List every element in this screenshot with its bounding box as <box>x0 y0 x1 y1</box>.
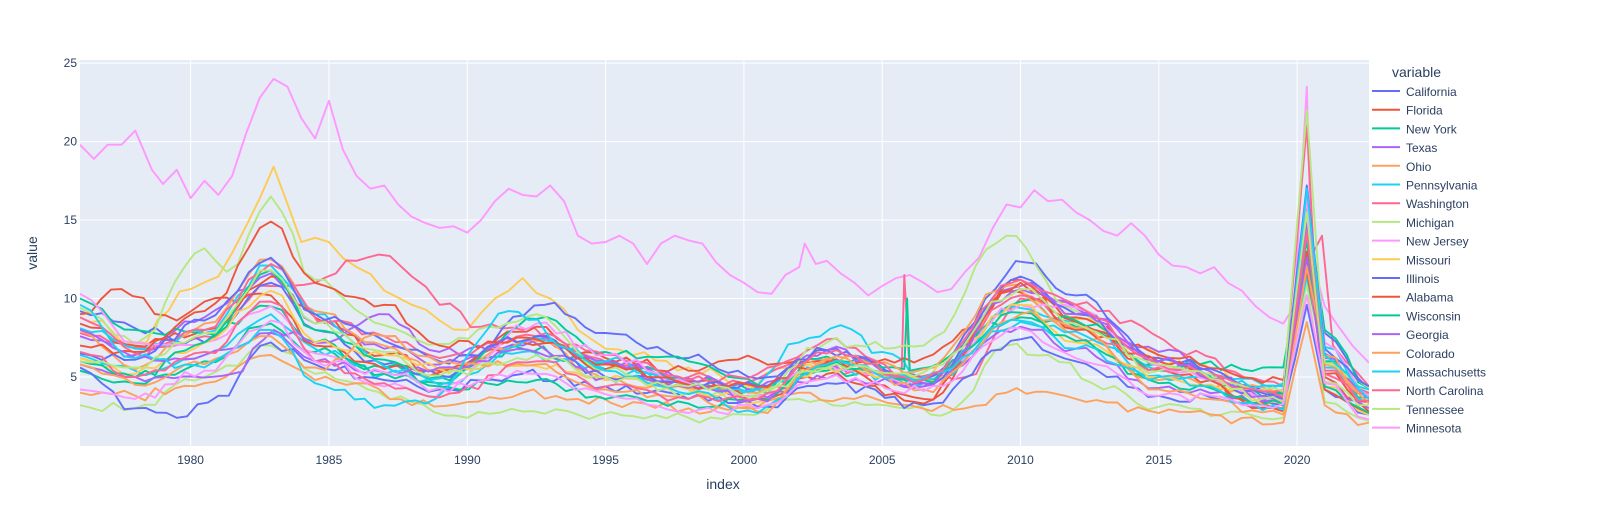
x-tick-label: 1995 <box>592 453 619 467</box>
legend-label: Massachusetts <box>1406 366 1486 380</box>
legend-label: North Carolina <box>1406 384 1484 398</box>
y-axis-title: value <box>24 236 40 270</box>
legend-label: New York <box>1406 122 1458 136</box>
legend-item-texas[interactable]: Texas <box>1372 141 1437 155</box>
y-tick-label: 10 <box>64 292 78 306</box>
x-axis-title: index <box>706 476 739 492</box>
series-line-tennessee[interactable] <box>80 211 1369 407</box>
legend-label: Georgia <box>1406 328 1449 342</box>
series-line-unlisted <box>80 281 1369 424</box>
legend-item-florida[interactable]: Florida <box>1372 104 1443 118</box>
legend-item-tennessee[interactable]: Tennessee <box>1372 403 1464 417</box>
x-tick-label: 2010 <box>1007 453 1034 467</box>
x-tick-label: 2020 <box>1284 453 1311 467</box>
legend-label: Alabama <box>1406 291 1454 305</box>
y-tick-label: 5 <box>70 370 77 384</box>
series-line-north-carolina[interactable] <box>80 231 1369 403</box>
legend-item-ohio[interactable]: Ohio <box>1372 160 1432 174</box>
legend-item-wisconsin[interactable]: Wisconsin <box>1372 309 1461 323</box>
legend-label: Minnesota <box>1406 422 1462 436</box>
legend-label: California <box>1406 85 1457 99</box>
legend: variable California Florida New York Texas O… <box>1372 64 1486 436</box>
legend-item-pennsylvania[interactable]: Pennsylvania <box>1372 179 1478 193</box>
legend-label: Illinois <box>1406 272 1439 286</box>
series-line-unlisted <box>80 77 1369 364</box>
x-tick-label: 1980 <box>177 453 204 467</box>
x-tick-label: 2000 <box>731 453 758 467</box>
legend-item-california[interactable]: California <box>1372 85 1457 99</box>
series-line-unlisted <box>80 269 1369 404</box>
series-line-washington[interactable] <box>80 198 1369 395</box>
series-line-massachusetts[interactable] <box>80 187 1369 414</box>
x-tick-label: 1990 <box>454 453 481 467</box>
series-line-colorado[interactable] <box>80 266 1369 416</box>
legend-item-minnesota[interactable]: Minnesota <box>1372 422 1462 436</box>
legend-label: Washington <box>1406 197 1469 211</box>
legend-item-new-jersey[interactable]: New Jersey <box>1372 235 1469 249</box>
legend-label: Missouri <box>1406 253 1451 267</box>
legend-item-illinois[interactable]: Illinois <box>1372 272 1439 286</box>
legend-item-michigan[interactable]: Michigan <box>1372 216 1454 230</box>
x-tick-label: 1985 <box>316 453 343 467</box>
series-line-georgia[interactable] <box>80 256 1369 410</box>
legend-item-georgia[interactable]: Georgia <box>1372 328 1449 342</box>
series-line-minnesota[interactable] <box>80 294 1369 421</box>
series-line-missouri[interactable] <box>80 258 1369 416</box>
legend-label: Ohio <box>1406 160 1432 174</box>
legend-label: Florida <box>1406 104 1443 118</box>
legend-item-alabama[interactable]: Alabama <box>1372 291 1454 305</box>
legend-label: Texas <box>1406 141 1437 155</box>
y-tick-label: 20 <box>64 135 78 149</box>
legend-label: Tennessee <box>1406 403 1464 417</box>
legend-label: Colorado <box>1406 347 1455 361</box>
y-tick-label: 25 <box>64 56 78 70</box>
legend-label: New Jersey <box>1406 235 1469 249</box>
axis-ticks: 1980 1985 1990 1995 2000 2005 2010 2015 2020 5 10 1… <box>64 56 1311 467</box>
legend-item-north-carolina[interactable]: North Carolina <box>1372 384 1484 398</box>
legend-item-washington[interactable]: Washington <box>1372 197 1469 211</box>
legend-item-massachusetts[interactable]: Massachusetts <box>1372 366 1486 380</box>
legend-item-missouri[interactable]: Missouri <box>1372 253 1451 267</box>
legend-label: Michigan <box>1406 216 1454 230</box>
legend-label: Pennsylvania <box>1406 179 1478 193</box>
legend-item-colorado[interactable]: Colorado <box>1372 347 1455 361</box>
legend-item-new-york[interactable]: New York <box>1372 122 1458 136</box>
x-tick-label: 2015 <box>1145 453 1172 467</box>
series-lines <box>80 77 1369 427</box>
y-tick-label: 15 <box>64 213 78 227</box>
legend-label: Wisconsin <box>1406 309 1461 323</box>
legend-title: variable <box>1392 64 1441 80</box>
x-tick-label: 2005 <box>869 453 896 467</box>
